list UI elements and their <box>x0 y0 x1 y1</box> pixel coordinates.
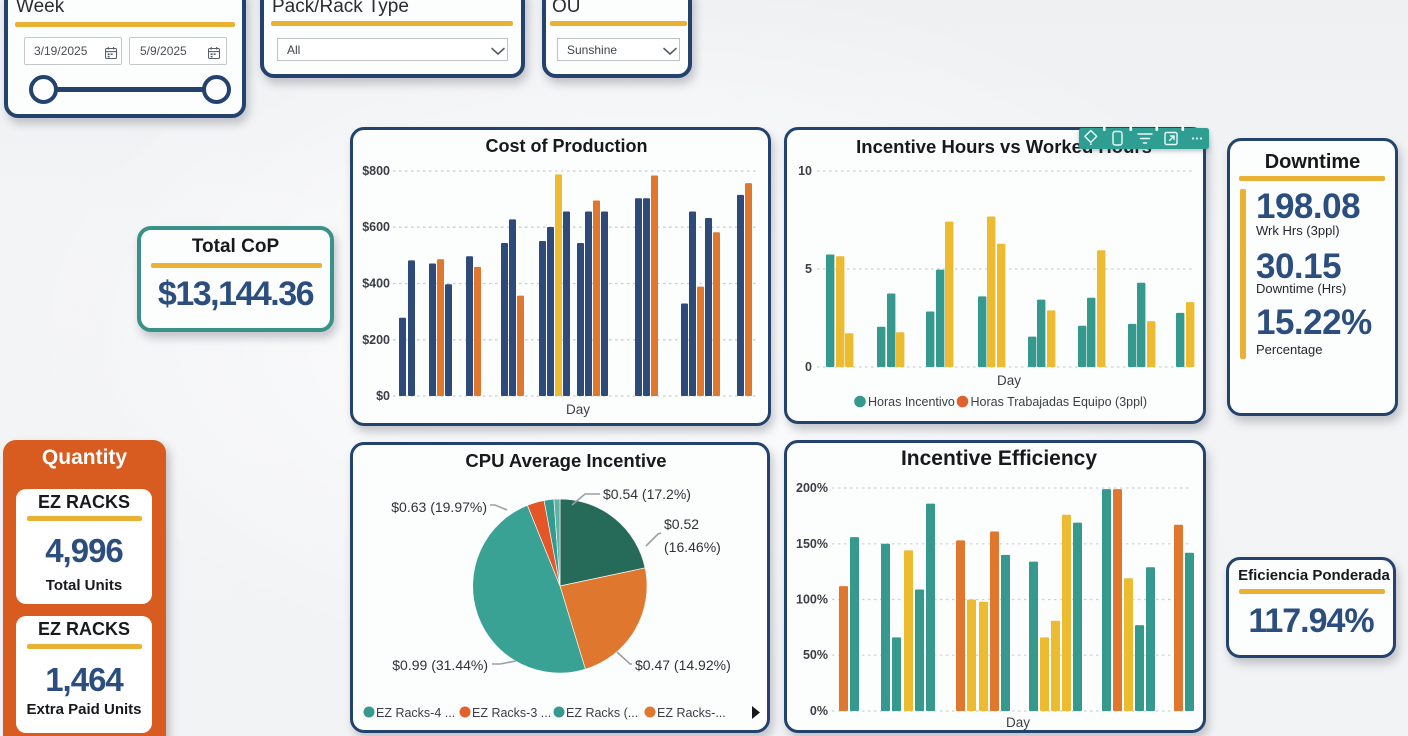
svg-text:EZ Racks-3 ...: EZ Racks-3 ... <box>472 706 551 720</box>
svg-text:200%: 200% <box>796 481 828 495</box>
svg-text:$0: $0 <box>376 389 390 403</box>
svg-text:$200: $200 <box>362 333 390 347</box>
svg-text:$800: $800 <box>362 164 390 178</box>
svg-text:10: 10 <box>798 164 812 178</box>
svg-text:$0.47 (14.92%): $0.47 (14.92%) <box>635 657 731 673</box>
svg-text:Day: Day <box>997 373 1021 388</box>
svg-text:50%: 50% <box>803 648 828 662</box>
svg-text:EZ Racks-4 ...: EZ Racks-4 ... <box>376 706 455 720</box>
svg-text:Day: Day <box>1006 715 1030 730</box>
svg-text:100%: 100% <box>796 593 828 607</box>
svg-text:5: 5 <box>805 262 812 276</box>
svg-text:$0.54 (17.2%): $0.54 (17.2%) <box>603 486 691 502</box>
svg-text:(16.46%): (16.46%) <box>664 539 721 555</box>
svg-text:$0.63 (19.97%): $0.63 (19.97%) <box>391 499 487 515</box>
svg-text:$0.52: $0.52 <box>664 516 699 532</box>
svg-text:$400: $400 <box>362 277 390 291</box>
svg-text:Horas Incentivo: Horas Incentivo <box>868 395 955 409</box>
svg-text:EZ Racks (...: EZ Racks (... <box>566 706 638 720</box>
svg-text:Horas Trabajadas Equipo (3ppl): Horas Trabajadas Equipo (3ppl) <box>971 395 1148 409</box>
svg-text:Day: Day <box>566 402 590 417</box>
svg-text:$0.99 (31.44%): $0.99 (31.44%) <box>392 657 488 673</box>
svg-text:150%: 150% <box>796 537 828 551</box>
svg-text:$600: $600 <box>362 220 390 234</box>
svg-text:0%: 0% <box>810 704 828 718</box>
svg-text:0: 0 <box>805 360 812 374</box>
svg-text:EZ Racks-...: EZ Racks-... <box>657 706 726 720</box>
